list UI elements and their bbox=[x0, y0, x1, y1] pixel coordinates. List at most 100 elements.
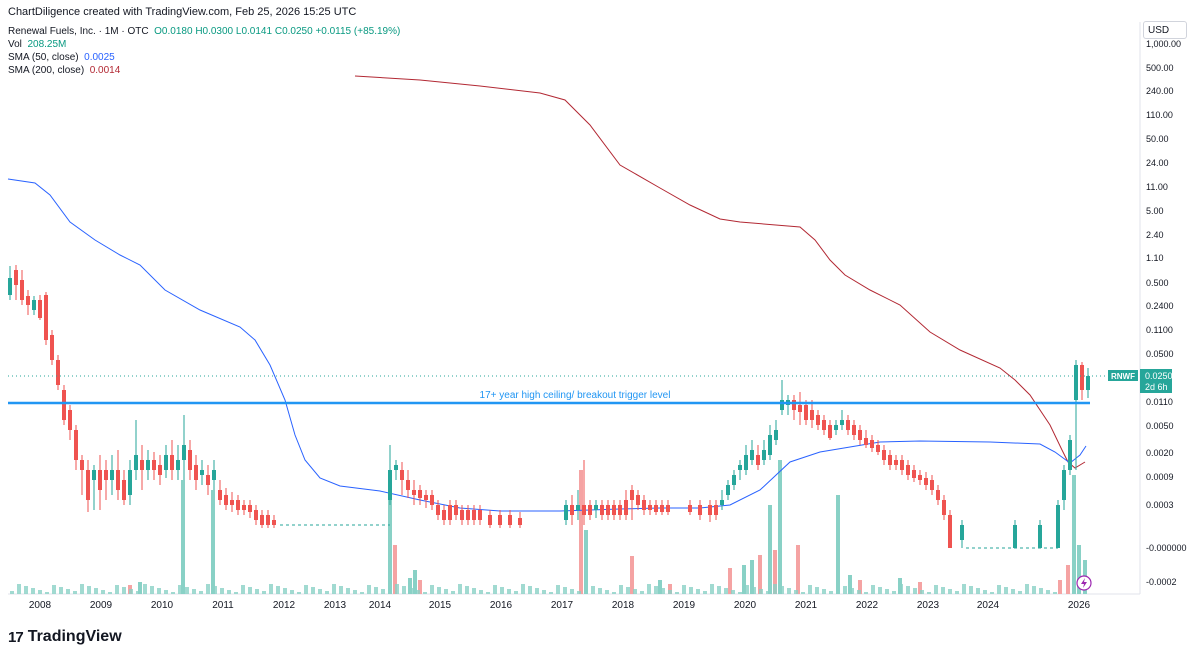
sma-50-path bbox=[7, 178, 1087, 512]
volume-bar bbox=[612, 592, 616, 594]
candle-body bbox=[942, 500, 946, 515]
price-tick-label: 0.2400 bbox=[1146, 301, 1174, 311]
volume-bar bbox=[570, 589, 574, 594]
candle-body bbox=[948, 515, 952, 548]
candle-body bbox=[466, 510, 470, 520]
volume-bar bbox=[822, 589, 826, 594]
volume-bar bbox=[848, 575, 852, 594]
candle-body bbox=[1068, 440, 1072, 470]
high-value: H0.0300 bbox=[195, 26, 234, 37]
volume-bar bbox=[892, 591, 896, 594]
volume-bar bbox=[549, 592, 553, 594]
volume-bar bbox=[381, 589, 385, 594]
volume-bar bbox=[360, 592, 364, 594]
candle-body bbox=[32, 300, 36, 310]
volume-bar bbox=[689, 587, 693, 594]
volume-bar bbox=[836, 495, 840, 594]
volume-bar bbox=[815, 587, 819, 594]
volume-bar bbox=[796, 545, 800, 594]
time-tick-label: 2011 bbox=[212, 600, 234, 611]
price-axis-labels[interactable]: 1,000.00 500.00 240.00 110.00 50.00 24.00 11.0… bbox=[1146, 39, 1187, 587]
volume-bar bbox=[437, 587, 441, 594]
tradingview-brand[interactable]: 17 TradingView bbox=[8, 628, 122, 646]
volume-bar bbox=[658, 580, 662, 594]
candle-body bbox=[630, 490, 634, 500]
volume-bar bbox=[374, 587, 378, 594]
candle-body bbox=[698, 505, 702, 515]
volume-bar bbox=[87, 586, 91, 594]
price-tick-label: 0.1100 bbox=[1146, 325, 1173, 335]
volume-bar bbox=[857, 590, 861, 594]
volume-bar bbox=[605, 590, 609, 594]
time-tick-label: 2014 bbox=[369, 600, 392, 611]
volume-bar bbox=[181, 480, 185, 594]
candle-body bbox=[1086, 376, 1090, 390]
volume-bar bbox=[171, 592, 175, 594]
volume-bar bbox=[906, 586, 910, 594]
volume-bar bbox=[73, 591, 77, 594]
volume-bar bbox=[31, 588, 35, 594]
currency-selector[interactable]: USD bbox=[1143, 21, 1187, 39]
volume-bar bbox=[430, 585, 434, 594]
price-tick-label: 0.0110 bbox=[1146, 397, 1173, 407]
volume-bar bbox=[941, 587, 945, 594]
volume-bar bbox=[843, 586, 847, 594]
candle-body bbox=[792, 400, 796, 410]
price-tick-label: -0.000000 bbox=[1146, 543, 1187, 553]
candle-body bbox=[756, 455, 760, 465]
volume-bar bbox=[395, 584, 399, 594]
candle-body bbox=[636, 495, 640, 505]
volume-bar bbox=[969, 586, 973, 594]
price-tick-label: 5.00 bbox=[1146, 206, 1164, 216]
volume-bar bbox=[752, 587, 756, 594]
price-tick-label: 240.00 bbox=[1146, 86, 1174, 96]
volume-legend-row[interactable]: Vol 208.25M bbox=[8, 38, 66, 51]
price-tick-label: 1.10 bbox=[1146, 253, 1164, 263]
price-tick-label: 0.0500 bbox=[1146, 349, 1174, 359]
volume-bar bbox=[402, 586, 406, 594]
symbol-tag-text: RNWF bbox=[1111, 372, 1135, 381]
candle-body bbox=[176, 460, 180, 470]
symbol-legend-row[interactable]: Renewal Fuels, Inc. · 1M · OTC O0.0180 H… bbox=[8, 25, 400, 38]
candle-body bbox=[906, 465, 910, 475]
candle-body bbox=[50, 335, 54, 360]
volume-bar bbox=[808, 585, 812, 594]
price-tick-label: 1,000.00 bbox=[1146, 39, 1181, 49]
volume-bar bbox=[283, 588, 287, 594]
candle-body bbox=[894, 460, 898, 465]
time-tick-label: 2012 bbox=[273, 600, 296, 611]
lightning-icon[interactable] bbox=[1076, 575, 1092, 591]
candle-body bbox=[62, 390, 66, 420]
change-value: +0.0115 (+85.19%) bbox=[315, 26, 401, 37]
chart-credit: ChartDiligence created with TradingView.… bbox=[8, 6, 357, 18]
candle-body bbox=[924, 478, 928, 485]
sma50-label: SMA (50, close) bbox=[8, 52, 79, 63]
candle-body bbox=[182, 445, 186, 460]
candle-body bbox=[80, 460, 84, 470]
volume-bar bbox=[742, 565, 746, 594]
time-axis-labels[interactable]: 2008 2009 2010 2011 2012 2013 2014 2015 2016 2017… bbox=[29, 600, 1091, 611]
volume-bar bbox=[731, 590, 735, 594]
candle-body bbox=[876, 445, 880, 452]
time-tick-label: 2020 bbox=[734, 600, 757, 611]
candle-body bbox=[882, 450, 886, 460]
volume-bar bbox=[1046, 590, 1050, 594]
candle-body bbox=[44, 295, 48, 340]
volume-bar bbox=[1004, 587, 1008, 594]
volume-bar bbox=[416, 590, 420, 594]
volume-bar bbox=[164, 590, 168, 594]
candle-body bbox=[726, 485, 730, 495]
volume-bar bbox=[528, 586, 532, 594]
sma50-legend-row[interactable]: SMA (50, close) 0.0025 bbox=[8, 51, 115, 64]
volume-bar bbox=[836, 584, 840, 594]
volume-bar bbox=[579, 470, 583, 594]
candle-body bbox=[418, 490, 422, 498]
candle-body bbox=[570, 505, 574, 515]
volume-bar bbox=[920, 590, 924, 594]
candle-body bbox=[1062, 470, 1066, 500]
sma200-legend-row[interactable]: SMA (200, close) 0.0014 bbox=[8, 64, 120, 77]
last-price-tag: RNWF 0.0250 2d 6h bbox=[1108, 369, 1173, 393]
volume-bar bbox=[542, 590, 546, 594]
volume-bar bbox=[787, 588, 791, 594]
